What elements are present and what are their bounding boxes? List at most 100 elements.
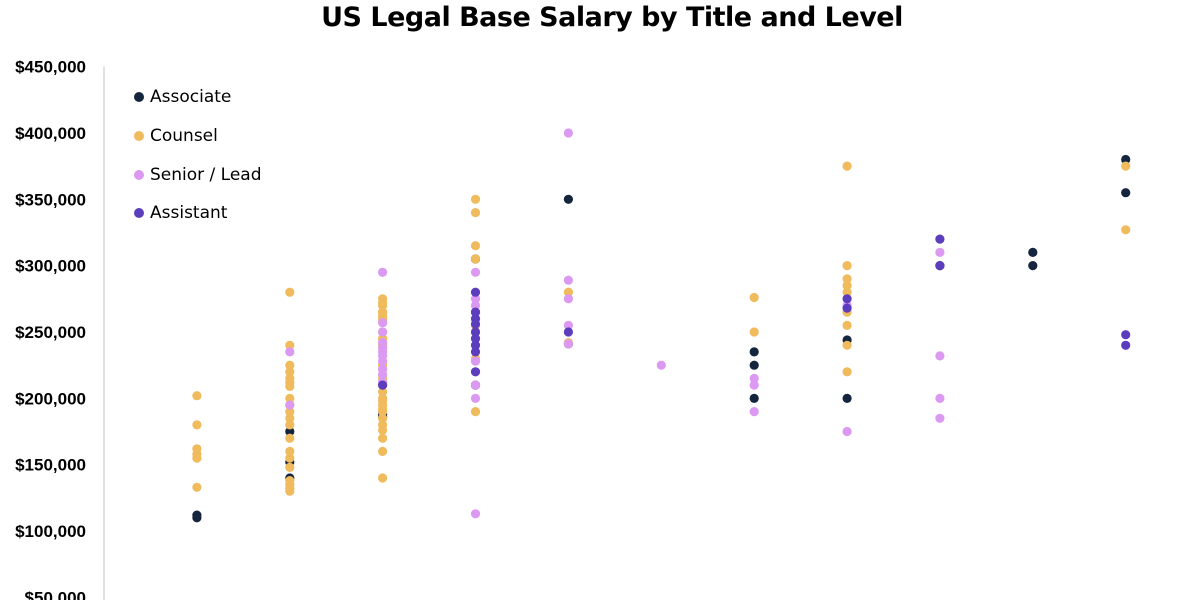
data-point-counsel — [285, 486, 295, 496]
data-point-senior-lead — [563, 128, 574, 138]
data-point-associate — [842, 393, 852, 403]
data-point-counsel — [378, 413, 388, 423]
legend-item-counsel: Counsel — [134, 117, 262, 156]
data-point-senior-lead — [378, 356, 388, 366]
data-point-senior-lead — [842, 426, 852, 437]
data-point-counsel — [285, 367, 295, 377]
data-point-counsel — [842, 367, 852, 377]
data-point-counsel — [285, 393, 295, 403]
data-point-senior-lead — [378, 267, 388, 277]
data-point-counsel — [285, 420, 295, 430]
legend-marker-associate — [134, 92, 144, 103]
y-tick-label: $350,000 — [15, 190, 86, 209]
data-point-assistant — [842, 294, 852, 304]
data-point-assistant — [378, 380, 388, 390]
data-point-counsel — [378, 473, 388, 483]
data-point-associate — [1028, 261, 1038, 271]
data-point-assistant — [470, 307, 481, 317]
data-point-associate — [749, 347, 759, 357]
data-point-assistant — [470, 334, 481, 344]
data-point-assistant — [470, 367, 481, 377]
data-point-counsel — [842, 274, 852, 284]
data-point-counsel — [1121, 225, 1131, 235]
data-point-senior-lead — [935, 247, 945, 257]
data-point-counsel — [842, 161, 852, 171]
data-point-associate — [749, 360, 759, 370]
legend-item-associate: Associate — [134, 78, 262, 117]
y-tick-label: $50,000 — [25, 588, 86, 600]
data-point-counsel — [192, 482, 202, 492]
data-points — [192, 128, 1131, 523]
data-point-associate — [749, 393, 759, 403]
data-point-counsel — [470, 407, 481, 417]
data-point-associate — [1121, 154, 1131, 165]
legend-marker-assistant — [134, 208, 144, 219]
y-axis: $450,000 $400,000 $350,000 $300,000 $250,000… — [15, 58, 105, 600]
legend-item-assistant: Assistant — [134, 194, 262, 233]
data-point-senior-lead — [563, 275, 574, 285]
y-tick-label: $450,000 — [15, 58, 86, 77]
data-point-senior-lead — [378, 327, 388, 337]
legend-marker-senior-lead — [134, 169, 144, 180]
data-point-counsel — [285, 381, 295, 391]
data-point-assistant — [842, 303, 852, 313]
data-point-senior-lead — [935, 351, 945, 361]
data-point-counsel — [285, 446, 295, 456]
data-point-counsel — [285, 340, 295, 350]
y-tick-label: $150,000 — [15, 456, 86, 475]
legend-item-senior-lead: Senior / Lead — [134, 155, 262, 194]
legend-label-associate: Associate — [150, 87, 232, 108]
data-point-counsel — [470, 208, 481, 218]
data-point-assistant — [935, 234, 945, 244]
data-point-counsel — [563, 287, 574, 297]
data-point-assistant — [1121, 340, 1131, 350]
legend-marker-counsel — [134, 131, 144, 142]
legend-label-senior-lead: Senior / Lead — [150, 164, 262, 185]
data-point-senior-lead — [378, 369, 388, 380]
data-point-senior-lead — [470, 267, 481, 277]
data-point-associate — [285, 426, 295, 437]
data-point-senior-lead — [285, 347, 295, 357]
data-point-counsel — [285, 407, 295, 417]
data-point-senior-lead — [749, 380, 759, 390]
data-point-senior-lead — [378, 318, 388, 328]
data-point-counsel — [192, 391, 202, 401]
data-point-counsel — [749, 292, 759, 303]
data-point-associate — [1121, 188, 1131, 198]
data-point-counsel — [285, 462, 295, 472]
data-point-counsel — [378, 446, 388, 456]
y-tick-label: $400,000 — [15, 124, 86, 143]
data-point-assistant — [470, 340, 481, 350]
data-point-senior-lead — [470, 294, 481, 304]
data-point-senior-lead — [470, 509, 481, 519]
data-point-counsel — [378, 425, 388, 435]
data-point-counsel — [378, 433, 388, 443]
data-point-senior-lead — [749, 407, 759, 417]
data-point-counsel — [285, 360, 295, 370]
data-point-counsel — [842, 281, 852, 291]
data-point-senior-lead — [563, 294, 574, 304]
data-point-counsel — [192, 420, 202, 430]
y-tick-label: $250,000 — [15, 323, 86, 342]
data-point-counsel — [470, 241, 481, 251]
y-tick-label: $300,000 — [15, 257, 86, 276]
data-point-associate — [192, 510, 202, 520]
data-point-assistant — [563, 327, 574, 337]
data-point-senior-lead — [935, 413, 945, 423]
data-point-counsel — [192, 453, 202, 463]
data-point-assistant — [1121, 330, 1131, 340]
chart-title: US Legal Base Salary by Title and Level — [321, 2, 903, 33]
data-point-associate — [1028, 247, 1038, 257]
data-point-senior-lead — [563, 320, 574, 330]
data-point-counsel — [470, 254, 481, 264]
data-point-assistant — [470, 327, 481, 337]
data-point-counsel — [842, 287, 852, 297]
data-point-senior-lead — [563, 339, 574, 349]
data-point-assistant — [470, 319, 481, 329]
data-point-counsel — [1121, 161, 1131, 171]
data-point-counsel — [749, 327, 759, 337]
data-point-assistant — [470, 287, 481, 297]
data-point-senior-lead — [470, 380, 481, 390]
